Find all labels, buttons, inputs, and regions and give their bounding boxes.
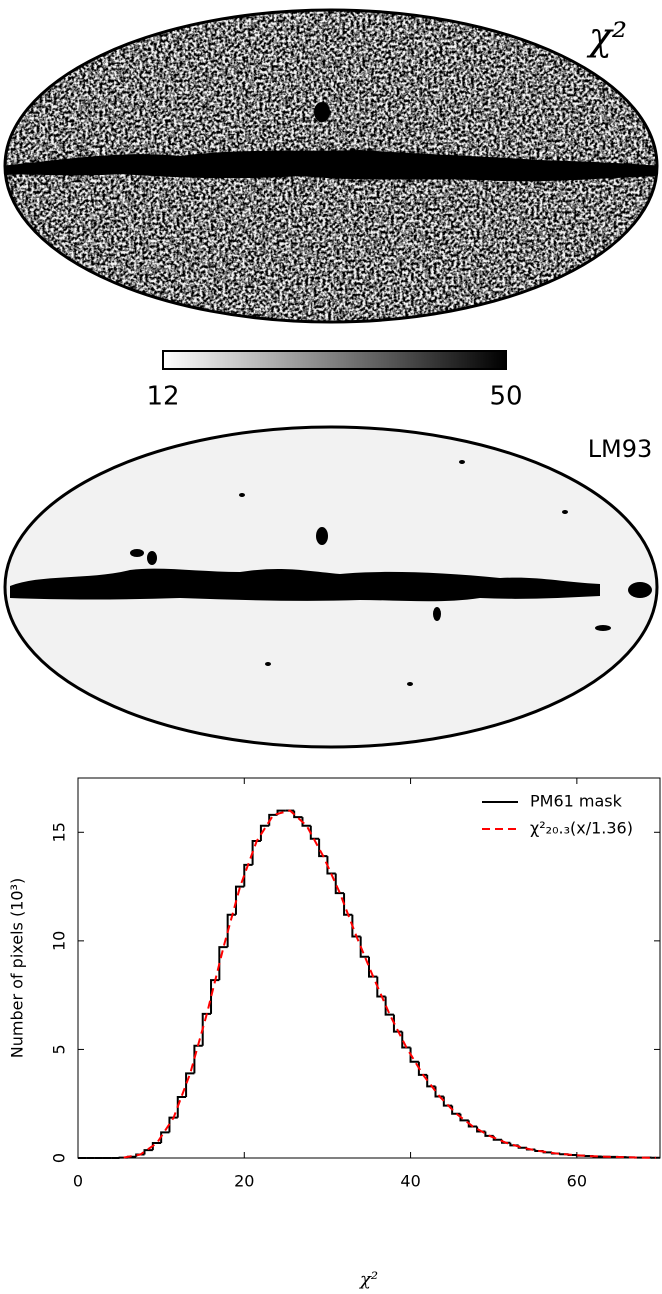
- y-tick-label: 10: [50, 931, 69, 951]
- histogram-step: [326, 856, 336, 875]
- histogram-step: [185, 1072, 195, 1097]
- colorbar: [162, 350, 507, 370]
- histogram-step: [210, 979, 220, 1014]
- histogram-step: [309, 825, 320, 840]
- histogram-step: [143, 1149, 153, 1155]
- fit-line: [123, 809, 656, 1159]
- x-axis-label: χ²: [358, 1269, 378, 1290]
- legend-label: PM61 mask: [530, 792, 623, 811]
- histogram-step: [201, 1012, 212, 1046]
- colorbar-tick-label: 12: [146, 382, 179, 412]
- histogram-step: [301, 817, 311, 827]
- chi2-map: [6, 11, 656, 321]
- y-tick-label: 0: [50, 1153, 69, 1163]
- y-tick-label: 5: [50, 1044, 69, 1054]
- x-tick-label: 60: [567, 1172, 587, 1191]
- histogram-step: [293, 810, 303, 819]
- map-outline: [3, 8, 659, 324]
- histogram-step: [351, 914, 361, 938]
- legend-label: χ²₂₀.₃(x/1.36): [530, 819, 633, 838]
- plot-frame: [77, 777, 661, 1159]
- histogram-step: [334, 873, 345, 895]
- histogram-step: [368, 956, 378, 978]
- y-axis-label: Number of pixels (10³): [8, 878, 27, 1058]
- colorbar-tick-label: 50: [489, 382, 522, 412]
- histogram-step: [359, 936, 369, 958]
- histogram-step: [251, 839, 261, 865]
- map-label: χ²: [586, 15, 627, 59]
- histogram-step: [176, 1095, 187, 1118]
- histogram-step: [243, 863, 253, 887]
- mask-map: [6, 428, 656, 746]
- map-outline: [3, 425, 659, 749]
- histogram-step: [318, 838, 328, 858]
- histogram-step: [193, 1044, 203, 1074]
- x-tick-label: 0: [73, 1172, 83, 1191]
- histogram-step: [409, 1047, 419, 1063]
- histogram-step: [160, 1131, 170, 1144]
- histogram-step: [401, 1031, 411, 1049]
- histogram-step: [168, 1116, 178, 1133]
- histogram-step: [384, 996, 394, 1016]
- histogram-step: [218, 946, 228, 981]
- histogram-step: [259, 824, 270, 841]
- histogram-step: [151, 1142, 162, 1151]
- x-tick-label: 40: [400, 1172, 420, 1191]
- histogram-step: [343, 893, 353, 916]
- x-tick-label: 20: [234, 1172, 254, 1191]
- y-tick-label: 15: [50, 822, 69, 842]
- map-label: LM93: [588, 435, 653, 463]
